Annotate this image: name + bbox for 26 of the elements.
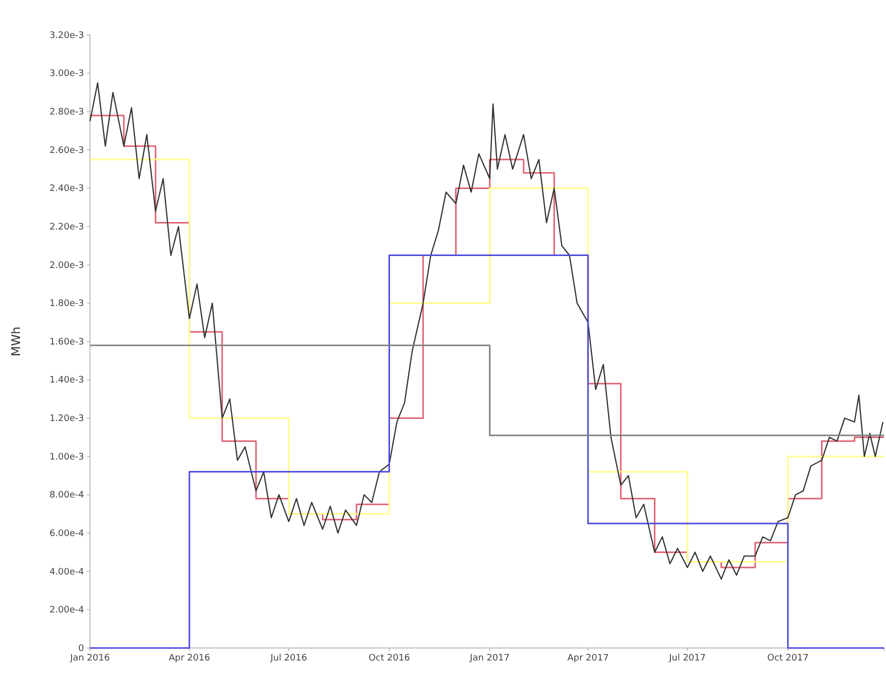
x-tick-label: Jul 2016 <box>269 653 308 664</box>
y-tick-label: 2.00e-3 <box>49 260 84 271</box>
y-axis-title: MWh <box>9 326 23 356</box>
y-tick-label: 3.20e-3 <box>49 30 84 41</box>
x-tick-label: Jan 2016 <box>69 653 110 664</box>
y-tick-label: 2.20e-3 <box>49 222 84 232</box>
x-tick-label: Apr 2016 <box>168 653 210 664</box>
y-tick-label: 8.00e-4 <box>49 490 84 501</box>
x-tick-label: Jul 2017 <box>668 653 706 664</box>
x-tick-label: Oct 2016 <box>368 653 410 664</box>
x-tick-label: Oct 2017 <box>767 653 809 664</box>
y-tick-label: 2.80e-3 <box>49 108 84 118</box>
y-tick-label: 1.20e-3 <box>49 414 84 424</box>
y-tick-label: 6.00e-4 <box>49 528 84 539</box>
y-tick-label: 2.40e-3 <box>49 184 84 194</box>
x-tick-label: Jan 2017 <box>468 653 510 664</box>
y-tick-label: 1.00e-3 <box>49 452 84 462</box>
x-tick-label: Apr 2017 <box>567 653 609 664</box>
y-tick-label: 1.60e-3 <box>49 337 84 348</box>
y-tick-label: 1.80e-3 <box>49 299 84 310</box>
y-tick-label: 2.00e-4 <box>49 606 84 616</box>
y-tick-label: 3.00e-3 <box>49 69 84 80</box>
y-tick-label: 0 <box>78 644 84 654</box>
y-tick-label: 1.40e-3 <box>49 376 84 386</box>
y-tick-label: 4.00e-4 <box>49 567 84 578</box>
y-tick-label: 2.60e-3 <box>49 146 84 156</box>
